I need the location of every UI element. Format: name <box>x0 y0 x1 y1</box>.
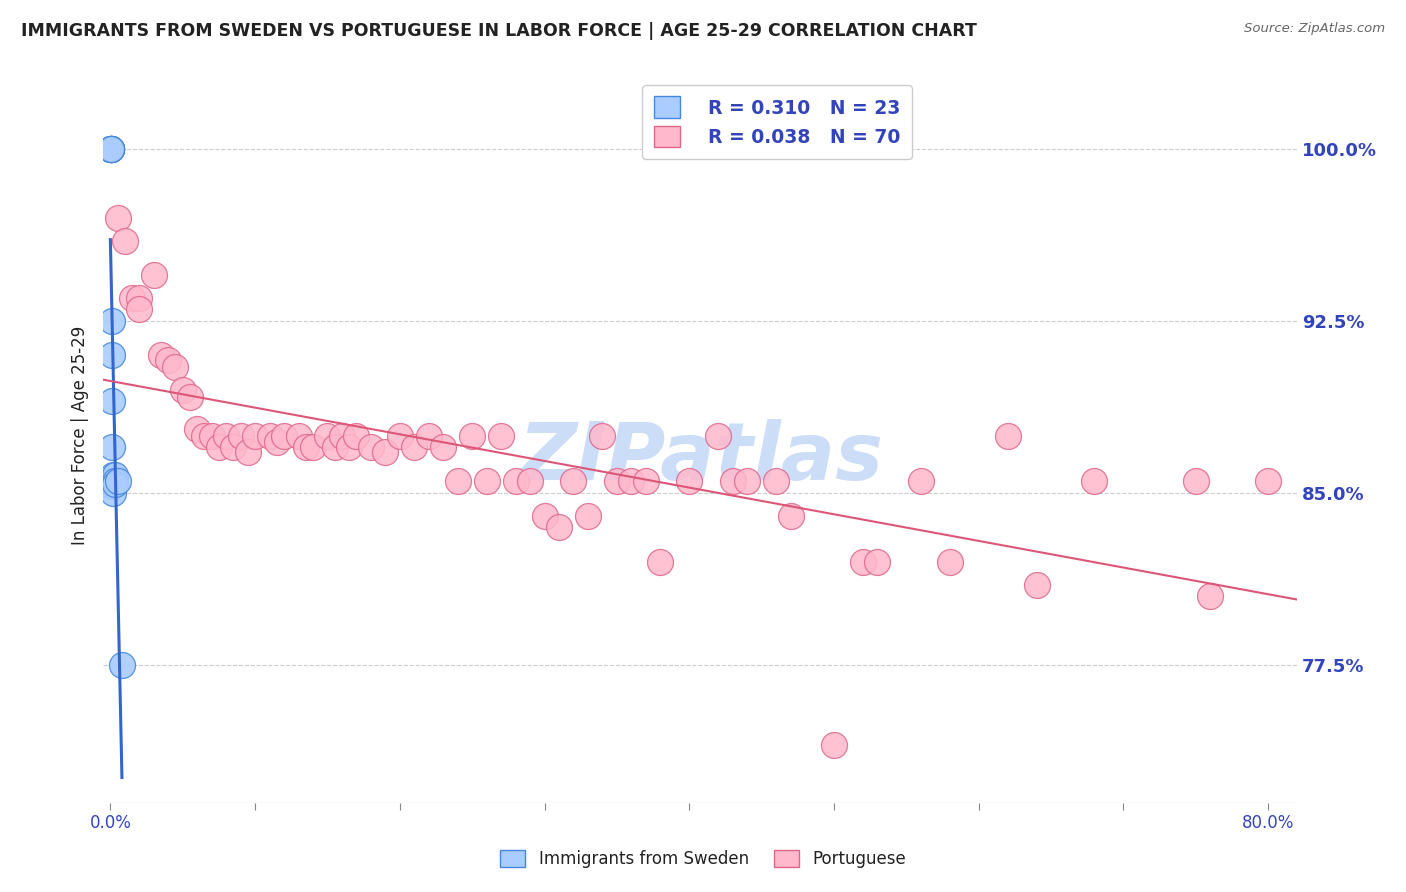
Point <box>201 428 224 442</box>
Point <box>193 428 215 442</box>
Point <box>866 555 889 569</box>
Point <box>330 428 353 442</box>
Point <box>302 440 325 454</box>
Point <box>678 475 700 489</box>
Point <box>316 428 339 442</box>
Point <box>533 508 555 523</box>
Point <box>548 520 571 534</box>
Point <box>103 467 125 482</box>
Point <box>104 475 127 489</box>
Point <box>447 475 470 489</box>
Point <box>172 383 194 397</box>
Point <box>101 314 124 328</box>
Point <box>432 440 454 454</box>
Point <box>101 479 124 493</box>
Point <box>100 142 122 156</box>
Point <box>101 440 124 454</box>
Point <box>287 428 309 442</box>
Point <box>374 444 396 458</box>
Point <box>1184 475 1206 489</box>
Point <box>823 738 845 752</box>
Point <box>128 302 150 317</box>
Point <box>107 211 129 225</box>
Point <box>103 486 125 500</box>
Point <box>938 555 960 569</box>
Point <box>606 475 628 489</box>
Point <box>707 428 730 442</box>
Point <box>243 428 266 442</box>
Point <box>215 428 238 442</box>
Point <box>404 440 426 454</box>
Point <box>461 428 484 442</box>
Point <box>103 475 125 489</box>
Point <box>101 394 124 409</box>
Point <box>910 475 932 489</box>
Point <box>273 428 295 442</box>
Point <box>475 475 498 489</box>
Point <box>111 657 134 672</box>
Point <box>505 475 527 489</box>
Point <box>100 142 122 156</box>
Point <box>337 440 360 454</box>
Point <box>1257 475 1279 489</box>
Point <box>114 234 136 248</box>
Point <box>104 476 127 491</box>
Legend:   R = 0.310   N = 23,   R = 0.038   N = 70: R = 0.310 N = 23, R = 0.038 N = 70 <box>643 86 911 159</box>
Point <box>721 475 744 489</box>
Point <box>765 475 787 489</box>
Point <box>121 291 143 305</box>
Point <box>489 428 512 442</box>
Point <box>576 508 599 523</box>
Point <box>103 476 125 491</box>
Point <box>852 555 875 569</box>
Point <box>107 475 129 489</box>
Point <box>128 291 150 305</box>
Point <box>229 428 252 442</box>
Point <box>100 142 122 156</box>
Point <box>620 475 643 489</box>
Point <box>222 440 245 454</box>
Point <box>591 428 613 442</box>
Text: ZIPatlas: ZIPatlas <box>517 418 883 497</box>
Point <box>157 352 180 367</box>
Point <box>165 359 187 374</box>
Point <box>650 555 672 569</box>
Point <box>519 475 541 489</box>
Point <box>236 444 259 458</box>
Point <box>997 428 1019 442</box>
Point <box>418 428 440 442</box>
Point <box>735 475 758 489</box>
Point <box>323 440 346 454</box>
Point <box>294 440 316 454</box>
Point <box>562 475 585 489</box>
Point <box>779 508 801 523</box>
Point <box>100 142 122 156</box>
Point <box>344 428 367 442</box>
Point <box>142 268 165 282</box>
Legend: Immigrants from Sweden, Portuguese: Immigrants from Sweden, Portuguese <box>494 843 912 875</box>
Text: Source: ZipAtlas.com: Source: ZipAtlas.com <box>1244 22 1385 36</box>
Point <box>360 440 382 454</box>
Point <box>100 142 122 156</box>
Point <box>208 440 231 454</box>
Point <box>266 435 288 450</box>
Point <box>186 422 208 436</box>
Point <box>100 142 122 156</box>
Point <box>259 428 281 442</box>
Point <box>179 390 201 404</box>
Text: IMMIGRANTS FROM SWEDEN VS PORTUGUESE IN LABOR FORCE | AGE 25-29 CORRELATION CHAR: IMMIGRANTS FROM SWEDEN VS PORTUGUESE IN … <box>21 22 977 40</box>
Y-axis label: In Labor Force | Age 25-29: In Labor Force | Age 25-29 <box>72 326 89 545</box>
Point <box>104 467 127 482</box>
Point <box>150 348 173 362</box>
Point <box>101 475 124 489</box>
Point <box>100 142 122 156</box>
Point <box>1199 589 1222 603</box>
Point <box>1083 475 1105 489</box>
Point <box>634 475 657 489</box>
Point <box>388 428 411 442</box>
Point <box>1025 577 1047 591</box>
Point <box>101 348 124 362</box>
Point <box>100 142 122 156</box>
